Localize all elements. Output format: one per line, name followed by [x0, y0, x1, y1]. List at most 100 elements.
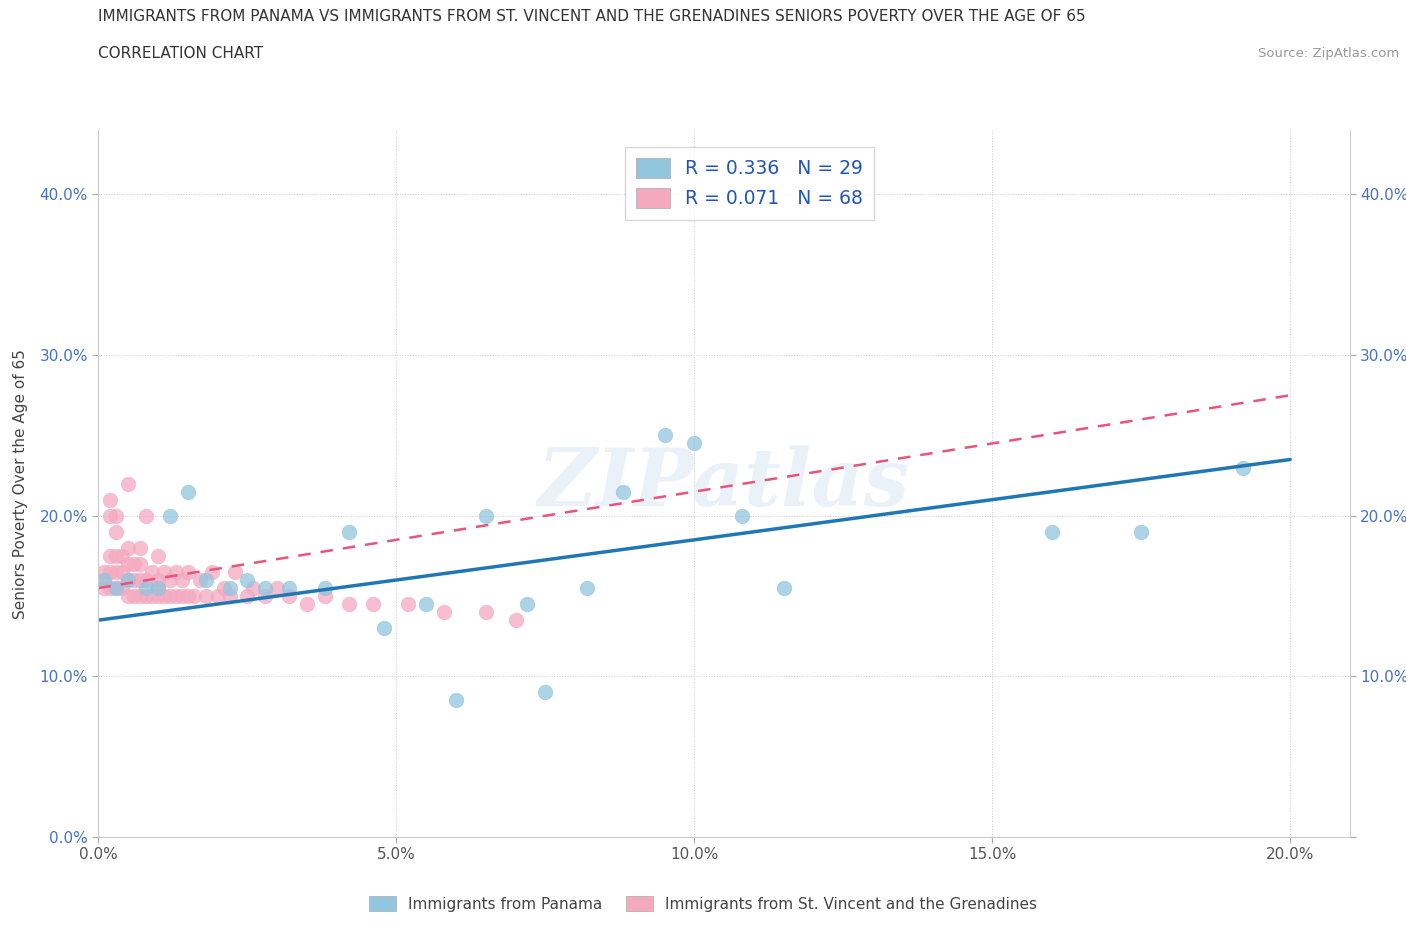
Point — [159, 589, 181, 604]
Legend: R = 0.336   N = 29, R = 0.071   N = 68: R = 0.336 N = 29, R = 0.071 N = 68 — [624, 147, 873, 219]
Point — [1040, 525, 1063, 539]
Point — [373, 620, 395, 635]
Point — [218, 589, 240, 604]
Point — [105, 565, 128, 579]
Point — [242, 580, 264, 595]
Point — [98, 565, 121, 579]
Point — [337, 525, 360, 539]
Point — [433, 604, 456, 619]
Point — [266, 580, 288, 595]
Point — [212, 580, 235, 595]
Point — [129, 589, 152, 604]
Point — [170, 589, 193, 604]
Point — [159, 509, 181, 524]
Point — [278, 589, 301, 604]
Point — [218, 580, 240, 595]
Point — [236, 589, 259, 604]
Point — [117, 573, 139, 588]
Point — [505, 613, 527, 628]
Point — [207, 589, 229, 604]
Point — [474, 509, 496, 524]
Point — [135, 509, 157, 524]
Point — [576, 580, 599, 595]
Point — [146, 580, 169, 595]
Point — [105, 509, 128, 524]
Point — [117, 573, 139, 588]
Point — [224, 565, 246, 579]
Point — [98, 509, 121, 524]
Point — [731, 509, 754, 524]
Point — [165, 565, 187, 579]
Point — [278, 580, 301, 595]
Point — [194, 573, 217, 588]
Point — [254, 589, 277, 604]
Point — [153, 589, 176, 604]
Point — [361, 597, 384, 612]
Point — [177, 589, 200, 604]
Point — [129, 540, 152, 555]
Point — [177, 485, 200, 499]
Point — [1130, 525, 1153, 539]
Point — [135, 573, 157, 588]
Point — [111, 565, 134, 579]
Point — [1232, 460, 1254, 475]
Point — [337, 597, 360, 612]
Point — [117, 476, 139, 491]
Point — [135, 589, 157, 604]
Point — [170, 573, 193, 588]
Point — [314, 589, 336, 604]
Y-axis label: Seniors Poverty Over the Age of 65: Seniors Poverty Over the Age of 65 — [14, 349, 28, 618]
Point — [254, 580, 277, 595]
Legend: Immigrants from Panama, Immigrants from St. Vincent and the Grenadines: Immigrants from Panama, Immigrants from … — [363, 890, 1043, 918]
Point — [612, 485, 634, 499]
Point — [146, 549, 169, 564]
Text: IMMIGRANTS FROM PANAMA VS IMMIGRANTS FROM ST. VINCENT AND THE GRENADINES SENIORS: IMMIGRANTS FROM PANAMA VS IMMIGRANTS FRO… — [98, 9, 1085, 24]
Text: CORRELATION CHART: CORRELATION CHART — [98, 46, 263, 61]
Point — [122, 589, 145, 604]
Point — [415, 597, 437, 612]
Point — [122, 573, 145, 588]
Point — [129, 556, 152, 571]
Point — [516, 597, 538, 612]
Point — [129, 573, 152, 588]
Point — [122, 556, 145, 571]
Point — [141, 589, 163, 604]
Point — [159, 573, 181, 588]
Point — [314, 580, 336, 595]
Point — [117, 556, 139, 571]
Point — [177, 565, 200, 579]
Point — [654, 428, 676, 443]
Point — [183, 589, 205, 604]
Point — [146, 580, 169, 595]
Point — [444, 693, 467, 708]
Text: ZIPatlas: ZIPatlas — [538, 445, 910, 523]
Point — [105, 580, 128, 595]
Point — [165, 589, 187, 604]
Point — [135, 580, 157, 595]
Point — [117, 589, 139, 604]
Point — [105, 580, 128, 595]
Point — [93, 580, 115, 595]
Point — [146, 589, 169, 604]
Point — [772, 580, 794, 595]
Point — [111, 580, 134, 595]
Point — [474, 604, 496, 619]
Point — [236, 573, 259, 588]
Point — [93, 565, 115, 579]
Point — [146, 573, 169, 588]
Point — [153, 565, 176, 579]
Point — [534, 685, 557, 700]
Point — [188, 573, 211, 588]
Point — [111, 549, 134, 564]
Text: Source: ZipAtlas.com: Source: ZipAtlas.com — [1258, 46, 1399, 60]
Point — [93, 573, 115, 588]
Point — [141, 565, 163, 579]
Point — [201, 565, 224, 579]
Point — [396, 597, 419, 612]
Point — [93, 573, 115, 588]
Point — [105, 549, 128, 564]
Point — [98, 492, 121, 507]
Point — [98, 580, 121, 595]
Point — [98, 549, 121, 564]
Point — [194, 589, 217, 604]
